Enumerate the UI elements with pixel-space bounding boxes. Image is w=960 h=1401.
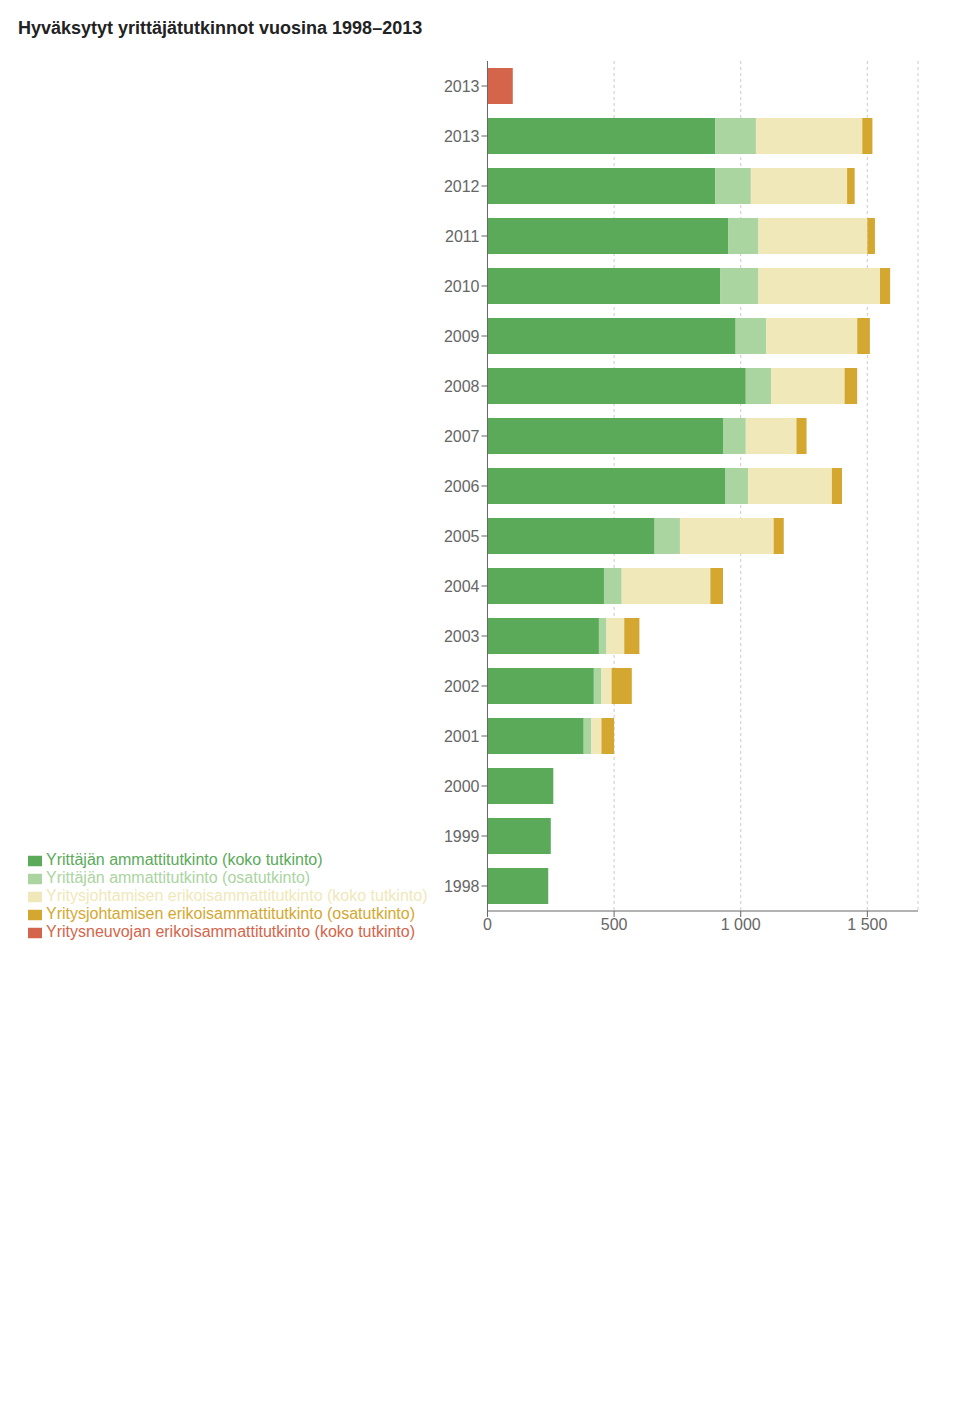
svg-text:2012: 2012 <box>444 178 480 195</box>
svg-text:1 000: 1 000 <box>721 916 761 933</box>
svg-text:1998: 1998 <box>444 878 480 895</box>
svg-text:2004: 2004 <box>444 578 480 595</box>
svg-text:2013: 2013 <box>444 128 480 145</box>
svg-text:2005: 2005 <box>444 528 480 545</box>
html-text:Yrittäjän ammattitutkinto (kok: Yrittäjän ammattitutkinto (koko tutkinto… <box>46 851 323 868</box>
svg-text:2002: 2002 <box>444 678 480 695</box>
svg-text:2007: 2007 <box>444 428 480 445</box>
svg-text:2011: 2011 <box>445 228 480 245</box>
svg-text:1 500: 1 500 <box>847 916 887 933</box>
svg-text:2009: 2009 <box>444 328 480 345</box>
svg-text:2001: 2001 <box>444 728 480 745</box>
html-text:Yrittäjän ammattitutkinto (osa: Yrittäjän ammattitutkinto (osatutkinto) <box>46 869 311 886</box>
svg-text:0: 0 <box>483 916 492 933</box>
html-text:Yritysjohtamisen erikoisammatt: Yritysjohtamisen erikoisammattitutkinto … <box>46 905 415 922</box>
svg-text:1999: 1999 <box>444 828 480 845</box>
html-text:Hyväksytyt yrittäjätutkinnot v: Hyväksytyt yrittäjätutkinnot vuosina 199… <box>18 18 423 38</box>
svg-text:2006: 2006 <box>444 478 480 495</box>
html-text:Yritysneuvojan erikoisammattit: Yritysneuvojan erikoisammattitutkinto (k… <box>46 923 415 940</box>
svg-text:500: 500 <box>601 916 628 933</box>
svg-text:2000: 2000 <box>444 778 480 795</box>
html-text:Yritysjohtamisen erikoisammatt: Yritysjohtamisen erikoisammattitutkinto … <box>46 887 428 904</box>
svg-text:2010: 2010 <box>444 278 480 295</box>
svg-text:2013: 2013 <box>444 78 480 95</box>
svg-text:2008: 2008 <box>444 378 480 395</box>
svg-text:2003: 2003 <box>444 628 480 645</box>
